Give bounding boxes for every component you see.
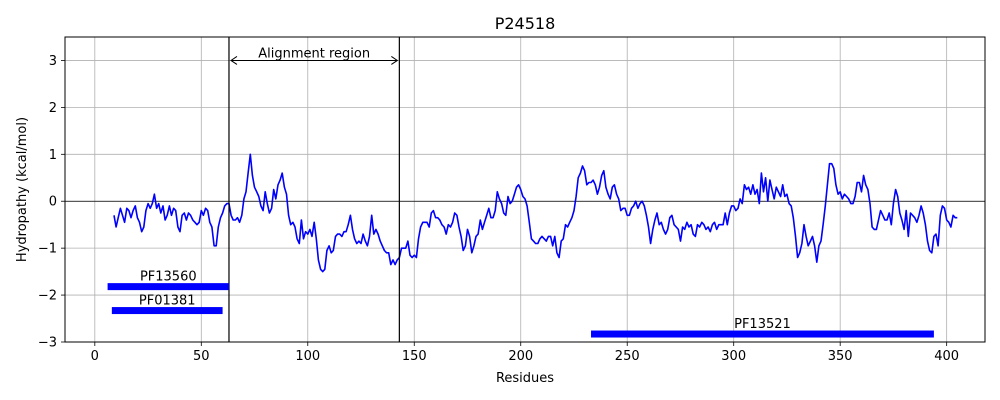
hydropathy-series-line — [113, 153, 958, 273]
grid — [65, 37, 985, 343]
alignment-region-label: Alignment region — [258, 46, 370, 61]
y-tick-label: 3 — [49, 54, 57, 69]
x-tick-label: 50 — [193, 349, 210, 364]
alignment-arrow-right-head — [391, 56, 399, 65]
x-tick-label: 350 — [828, 349, 853, 364]
domain-layer: PF13560 PF01381 PF13521 — [107, 270, 934, 338]
y-ticks: −3 −2 −1 0 1 2 3 — [38, 54, 65, 351]
y-tick-label: −2 — [38, 289, 57, 304]
y-tick-label: 1 — [49, 148, 57, 163]
y-tick-label: 2 — [49, 101, 57, 116]
x-tick-label: 300 — [721, 349, 746, 364]
domain-label: PF13521 — [734, 317, 791, 332]
x-tick-label: 400 — [934, 349, 959, 364]
chart-title: P24518 — [495, 14, 556, 33]
x-ticks: 0 50 100 150 200 250 300 350 400 — [91, 342, 959, 364]
domain-bar — [107, 283, 229, 291]
x-tick-label: 150 — [402, 349, 427, 364]
domain-bar — [111, 307, 223, 315]
alignment-arrow-left-head — [230, 56, 238, 65]
y-axis-label: Hydropathy (kcal/mol) — [15, 117, 30, 262]
x-tick-label: 250 — [615, 349, 640, 364]
x-tick-label: 0 — [91, 349, 99, 364]
plot-frame — [64, 36, 986, 343]
domain-label: PF01381 — [139, 294, 196, 309]
domain-bar — [591, 330, 934, 338]
domain-label: PF13560 — [140, 270, 197, 285]
y-tick-label: −1 — [38, 242, 57, 257]
x-axis-label: Residues — [496, 371, 554, 386]
y-tick-label: 0 — [49, 195, 57, 210]
x-tick-label: 200 — [508, 349, 533, 364]
y-tick-label: −3 — [38, 336, 57, 351]
x-tick-label: 100 — [295, 349, 320, 364]
series-layer — [113, 153, 958, 273]
alignment-region-layer: Alignment region — [228, 37, 400, 342]
